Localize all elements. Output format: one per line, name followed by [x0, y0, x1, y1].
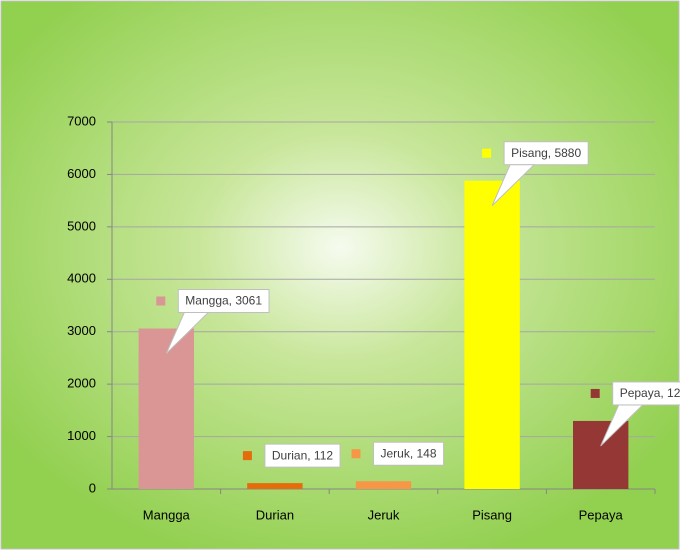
- data-label: Pepaya, 1298: [620, 386, 680, 400]
- data-label-key: [590, 388, 600, 398]
- x-tick-label: Mangga: [143, 507, 191, 522]
- y-tick-label: 7000: [67, 113, 96, 128]
- data-label-box: [612, 381, 680, 406]
- x-tick-label: Jeruk: [368, 507, 400, 522]
- data-label-key: [242, 451, 252, 461]
- bar: [573, 420, 629, 489]
- y-tick-label: 1000: [67, 428, 96, 443]
- data-label-pointer: [491, 164, 536, 207]
- bar: [138, 328, 194, 489]
- data-label-key: [156, 296, 166, 306]
- y-tick-label: 5000: [67, 218, 96, 233]
- bar: [355, 481, 412, 489]
- data-label-key: [482, 148, 492, 158]
- bar: [464, 180, 520, 489]
- y-tick-label: 3000: [67, 323, 96, 338]
- x-tick-label: Durian: [256, 507, 294, 522]
- y-tick-label: 6000: [67, 166, 96, 181]
- y-tick-label: 0: [89, 480, 96, 495]
- data-label: Pisang, 5880: [511, 146, 581, 160]
- data-label-box: [177, 289, 270, 314]
- data-label-box: [373, 441, 445, 466]
- data-label: Mangga, 3061: [185, 294, 262, 308]
- data-label-box: [264, 443, 341, 468]
- data-label: Durian, 112: [272, 448, 333, 462]
- x-tick-label: Pisang: [472, 507, 512, 522]
- data-label-box: [503, 141, 589, 166]
- y-tick-label: 4000: [67, 271, 96, 286]
- x-tick-label: Pepaya: [579, 507, 624, 522]
- data-label-pointer: [165, 312, 210, 354]
- data-label-pointer: [600, 404, 644, 447]
- bar: [247, 483, 303, 489]
- data-label: Jeruk, 148: [381, 446, 437, 460]
- data-label-key: [351, 449, 361, 459]
- y-tick-label: 2000: [67, 376, 96, 391]
